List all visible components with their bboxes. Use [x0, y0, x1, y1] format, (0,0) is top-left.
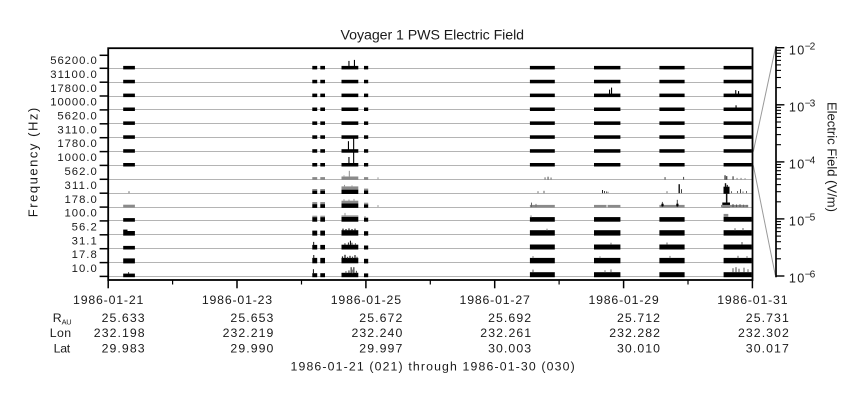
svg-text:−3: −3 [805, 99, 816, 110]
svg-text:31100.0: 31100.0 [50, 69, 97, 81]
svg-text:10: 10 [789, 43, 804, 57]
svg-text:311.0: 311.0 [65, 180, 97, 192]
svg-text:30.017: 30.017 [746, 342, 789, 356]
svg-text:Frequency (Hz): Frequency (Hz) [25, 108, 40, 218]
svg-text:178.0: 178.0 [65, 194, 97, 206]
svg-text:Lat: Lat [54, 342, 71, 356]
svg-text:25.692: 25.692 [488, 311, 531, 325]
svg-text:25.731: 25.731 [746, 311, 789, 325]
svg-text:−4: −4 [805, 156, 816, 167]
svg-text:25.653: 25.653 [230, 311, 273, 325]
svg-text:56200.0: 56200.0 [50, 55, 97, 67]
svg-text:25.633: 25.633 [102, 311, 145, 325]
svg-text:10: 10 [789, 272, 804, 286]
svg-text:232.198: 232.198 [94, 326, 145, 340]
svg-text:10000.0: 10000.0 [50, 97, 97, 109]
svg-text:−2: −2 [805, 41, 816, 52]
svg-text:30.010: 30.010 [617, 342, 660, 356]
svg-text:3110.0: 3110.0 [57, 124, 96, 136]
svg-text:10: 10 [789, 215, 804, 229]
svg-text:1986-01-25: 1986-01-25 [331, 293, 401, 307]
svg-text:−5: −5 [805, 213, 816, 224]
svg-text:232.219: 232.219 [223, 326, 274, 340]
svg-text:1986-01-21: 1986-01-21 [73, 293, 143, 307]
svg-text:−6: −6 [805, 270, 816, 281]
svg-text:30.003: 30.003 [488, 342, 531, 356]
svg-text:29.983: 29.983 [102, 342, 145, 356]
svg-text:1986-01-23: 1986-01-23 [202, 293, 272, 307]
svg-text:29.990: 29.990 [230, 342, 273, 356]
svg-text:29.997: 29.997 [359, 342, 402, 356]
svg-text:1986-01-21 (021) through 1986-: 1986-01-21 (021) through 1986-01-30 (030… [291, 360, 575, 374]
svg-text:Voyager 1 PWS Electric Field: Voyager 1 PWS Electric Field [341, 27, 525, 43]
svg-text:17.8: 17.8 [72, 249, 97, 261]
svg-text:1986-01-31: 1986-01-31 [717, 293, 787, 307]
svg-text:10.0: 10.0 [72, 263, 97, 275]
svg-text:562.0: 562.0 [65, 166, 97, 178]
svg-text:R: R [53, 311, 62, 325]
svg-text:56.2: 56.2 [72, 222, 97, 234]
svg-text:AU: AU [62, 317, 72, 326]
svg-text:10: 10 [789, 100, 804, 114]
svg-text:Lon: Lon [50, 326, 72, 340]
svg-text:25.712: 25.712 [617, 311, 660, 325]
svg-text:232.282: 232.282 [609, 326, 660, 340]
svg-text:100.0: 100.0 [65, 208, 97, 220]
svg-text:232.240: 232.240 [352, 326, 403, 340]
svg-text:5620.0: 5620.0 [57, 111, 96, 123]
svg-text:Electric Field (V/m): Electric Field (V/m) [825, 102, 840, 212]
svg-text:17800.0: 17800.0 [50, 83, 97, 95]
svg-text:10: 10 [789, 158, 804, 172]
svg-text:1986-01-27: 1986-01-27 [460, 293, 530, 307]
svg-text:232.302: 232.302 [738, 326, 789, 340]
svg-text:1000.0: 1000.0 [57, 152, 96, 164]
svg-text:232.261: 232.261 [480, 326, 531, 340]
svg-text:31.1: 31.1 [72, 235, 97, 247]
svg-text:25.672: 25.672 [359, 311, 402, 325]
svg-text:1986-01-29: 1986-01-29 [588, 293, 658, 307]
svg-text:1780.0: 1780.0 [57, 138, 96, 150]
